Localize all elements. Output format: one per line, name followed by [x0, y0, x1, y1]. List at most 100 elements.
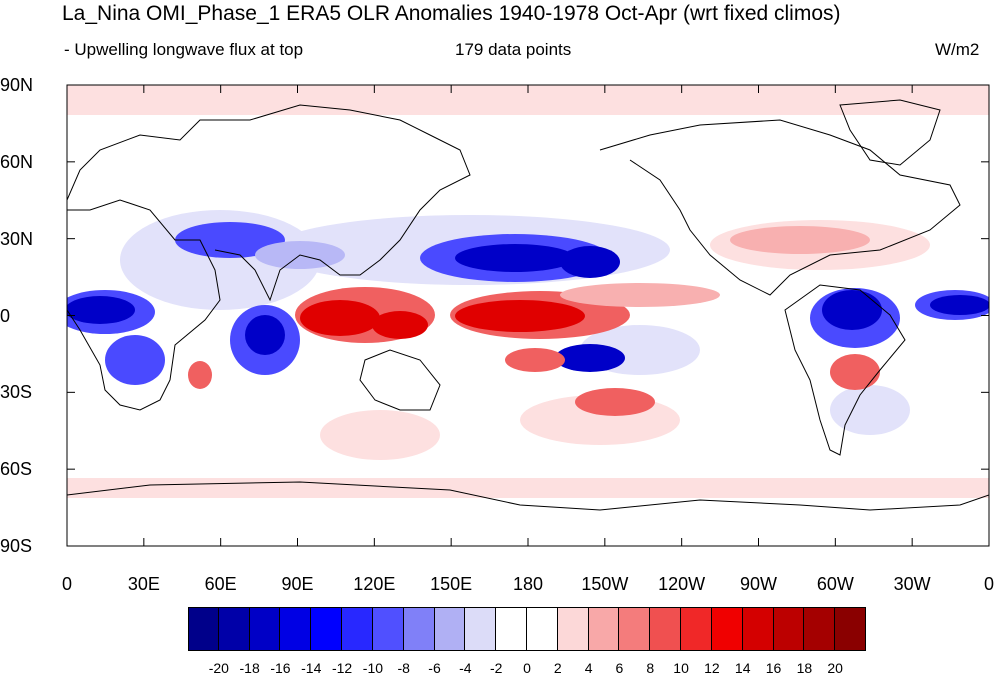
colorbar-cell: [619, 607, 651, 651]
axis-ticks: [66, 84, 990, 547]
x-tick-label: 150E: [430, 574, 473, 594]
y-tick-label-30s: 30S: [0, 382, 33, 402]
colorbar-label: 6: [615, 660, 624, 676]
colorbar-cell: [742, 607, 774, 651]
colorbar-label: 4: [584, 660, 593, 676]
pacific-northeast-negative-core: [560, 246, 620, 278]
europe-asia-coast: [67, 104, 471, 302]
antarctica-coast: [67, 481, 989, 511]
africa-west-negative-core: [67, 296, 135, 324]
x-tick-label: 90E: [281, 574, 314, 594]
x-tick-label: 90W: [739, 574, 778, 594]
colorbar-label: 10: [673, 660, 689, 676]
x-tick-label: 30E: [127, 574, 160, 594]
colorbar-cell: [280, 607, 312, 651]
colorbar-cell: [804, 607, 836, 651]
colorbar: [188, 607, 866, 651]
y-tick-label-0: 0: [0, 306, 11, 326]
central-pacific-positive-core: [455, 300, 585, 332]
south-atlantic-faint-negative: [830, 385, 910, 435]
pacific-south-negative: [555, 344, 625, 372]
colorbar-cell: [188, 607, 219, 651]
southern-ocean-faint-positive: [320, 410, 440, 460]
antarctic-positive-band: [67, 478, 989, 498]
colorbar-label: -16: [270, 660, 291, 676]
colorbar-cell: [434, 607, 466, 651]
colorbar-label: -2: [489, 660, 503, 676]
colorbar-label: -14: [301, 660, 322, 676]
colorbar-label: -18: [239, 660, 260, 676]
y-tick-label-90s: 90S: [0, 536, 33, 556]
colorbar-cell: [465, 607, 497, 651]
coastlines: [67, 99, 989, 511]
colorbar-cell: [403, 607, 435, 651]
anomaly-contours: [67, 85, 989, 498]
colorbar-cell: [835, 607, 866, 651]
y-tick-label-90n: 90N: [0, 75, 34, 95]
colorbar-label: 20: [827, 660, 843, 676]
colorbar-label: 16: [765, 660, 782, 676]
colorbar-cell: [773, 607, 805, 651]
gulf-positive: [730, 226, 870, 254]
africa-coast: [67, 199, 221, 411]
colorbar-label: -8: [397, 660, 410, 676]
colorbar-label: 2: [553, 660, 562, 676]
colorbar-label: -12: [331, 660, 353, 676]
atlantic-equator-negative-core: [930, 295, 989, 315]
maritime-continent-positive-core: [300, 300, 380, 336]
units-label: W/m2: [935, 40, 980, 59]
colorbar-label: -20: [208, 660, 229, 676]
colorbar-cell: [372, 607, 404, 651]
colorbar-cell: [711, 607, 743, 651]
colorbar-label: 8: [646, 660, 655, 676]
colorbar-label: -4: [459, 660, 472, 676]
colorbar-label: -10: [362, 660, 384, 676]
colorbar-label: -6: [428, 660, 441, 676]
y-tick-label-60s: 60S: [0, 459, 33, 479]
colorbar-cell: [527, 607, 558, 651]
x-tick-label: 180: [512, 574, 544, 594]
colorbar-cell: [588, 607, 620, 651]
amazon-negative-core: [822, 290, 882, 330]
southern-africa-negative: [105, 335, 165, 385]
colorbar-label: 14: [734, 660, 751, 676]
colorbar-cell: [496, 607, 527, 651]
south-america-positive: [830, 354, 880, 390]
south-america-coast: [784, 284, 906, 456]
colorbar-cell: [249, 607, 281, 651]
colorbar-cell: [342, 607, 373, 651]
variable-description: - Upwelling longwave flux at top: [64, 40, 304, 59]
east-pacific-positive: [560, 283, 720, 307]
north-america-coast: [599, 119, 961, 296]
y-tick-label-30n: 30N: [0, 229, 34, 249]
colorbar-cell: [681, 607, 712, 651]
spcz-positive: [505, 348, 565, 372]
arabia-negative: [175, 222, 285, 258]
new-guinea-positive-core: [372, 311, 428, 339]
madagascar-positive: [188, 361, 212, 389]
x-tick-label: 0: [983, 574, 995, 594]
x-tick-label: 30W: [893, 574, 931, 594]
pacific-north-negative-core: [455, 244, 575, 272]
x-tick-label: 120E: [353, 574, 396, 594]
x-tick-label: 120W: [658, 574, 706, 594]
x-tick-label: 150W: [581, 574, 629, 594]
australia-coast: [359, 349, 441, 411]
indian-ocean-negative-core: [245, 315, 285, 355]
south-pacific-positive: [575, 388, 655, 416]
greenland-coast: [839, 99, 941, 166]
colorbar-cell: [557, 607, 589, 651]
x-tick-label: 0: [61, 574, 73, 594]
colorbar-cell: [218, 607, 250, 651]
colorbar-label: 0: [523, 660, 531, 676]
data-point-count: 179 data points: [455, 40, 572, 59]
colorbar-cell: [311, 607, 343, 651]
y-tick-label-60n: 60N: [0, 152, 34, 172]
x-tick-label: 60E: [204, 574, 237, 594]
colorbar-label: 18: [796, 660, 813, 676]
colorbar-label: 12: [704, 660, 720, 676]
colorbar-cell: [650, 607, 682, 651]
x-tick-label: 60W: [816, 574, 854, 594]
chart-title: La_Nina OMI_Phase_1 ERA5 OLR Anomalies 1…: [62, 2, 841, 25]
